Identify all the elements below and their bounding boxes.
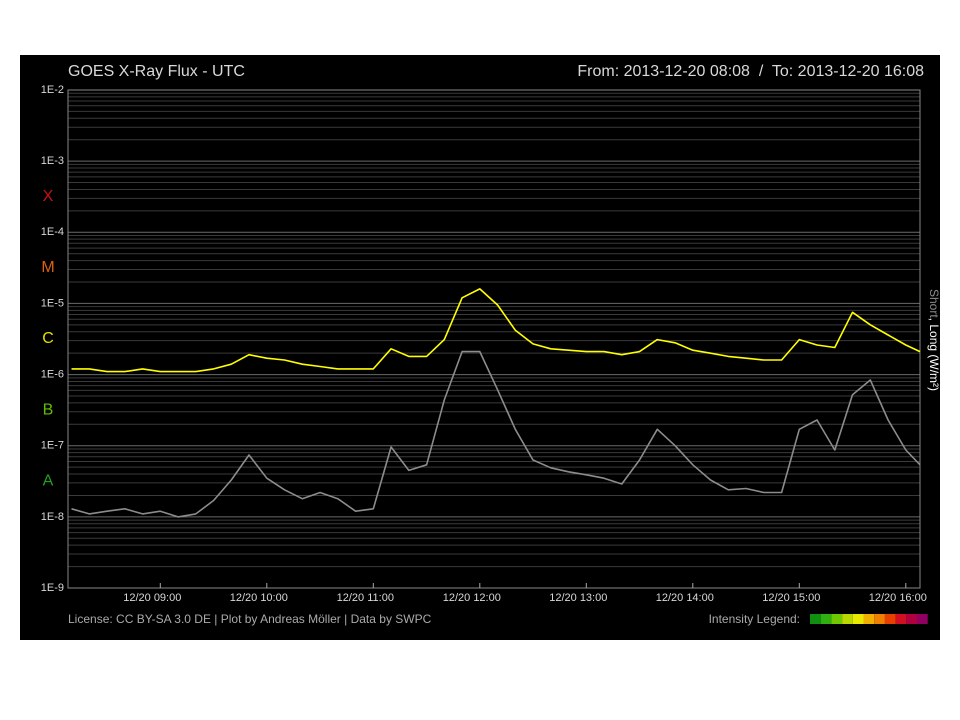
intensity-swatch [842, 614, 853, 624]
y-tick-label: 1E-4 [41, 226, 64, 238]
y-tick-label: 1E-9 [41, 582, 64, 594]
footer: License: CC BY-SA 3.0 DE | Plot by Andre… [68, 612, 432, 626]
x-tick-label: 12/20 12:00 [443, 592, 501, 604]
legend-separator: , [927, 318, 941, 325]
intensity-swatch [852, 614, 864, 624]
x-tick-label: 12/20 10:00 [230, 592, 288, 604]
y-tick-label: 1E-5 [41, 297, 64, 309]
x-tick-label: 12/20 15:00 [762, 592, 820, 604]
y-tick-label: 1E-6 [41, 368, 64, 380]
x-tick-label: 12/20 13:00 [549, 592, 607, 604]
intensity-swatch [820, 614, 832, 624]
chart-subtitle: From: 2013-12-20 08:08 / To: 2013-12-20 … [577, 63, 924, 80]
flare-class-label: X [43, 188, 54, 205]
intensity-legend-label: Intensity Legend: [709, 612, 800, 626]
chart-title: GOES X-Ray Flux - UTC [68, 63, 245, 80]
intensity-swatch [895, 614, 907, 624]
intensity-swatch [884, 614, 896, 624]
intensity-swatch [831, 614, 843, 624]
flare-class-label: A [43, 473, 54, 490]
y-tick-label: 1E-8 [41, 511, 64, 523]
panel [20, 55, 940, 640]
legend: Short, Long (W/m²) [927, 289, 941, 391]
flare-class-label: C [42, 330, 54, 347]
y-axis-label: (W/m²) [927, 351, 941, 391]
x-tick-label: 12/20 14:00 [656, 592, 714, 604]
intensity-swatch [917, 614, 928, 624]
legend-entry: Short [927, 289, 941, 318]
intensity-swatch [810, 614, 821, 624]
intensity-swatch [863, 614, 875, 624]
flare-class-label: B [43, 401, 54, 418]
intensity-swatch [906, 614, 917, 624]
plot-border [67, 89, 921, 589]
flare-class-label: M [41, 259, 54, 276]
y-tick-label: 1E-2 [41, 84, 64, 96]
legend-entry: Long [927, 324, 941, 351]
x-tick-label: 12/20 09:00 [123, 592, 181, 604]
intensity-swatch [874, 614, 885, 624]
series-line [71, 350, 921, 518]
y-tick-label: 1E-3 [41, 155, 64, 167]
x-tick-label: 12/20 16:00 [869, 592, 927, 604]
y-tick-label: 1E-7 [41, 440, 64, 452]
series-line [71, 288, 921, 373]
x-tick-label: 12/20 11:00 [337, 592, 394, 604]
